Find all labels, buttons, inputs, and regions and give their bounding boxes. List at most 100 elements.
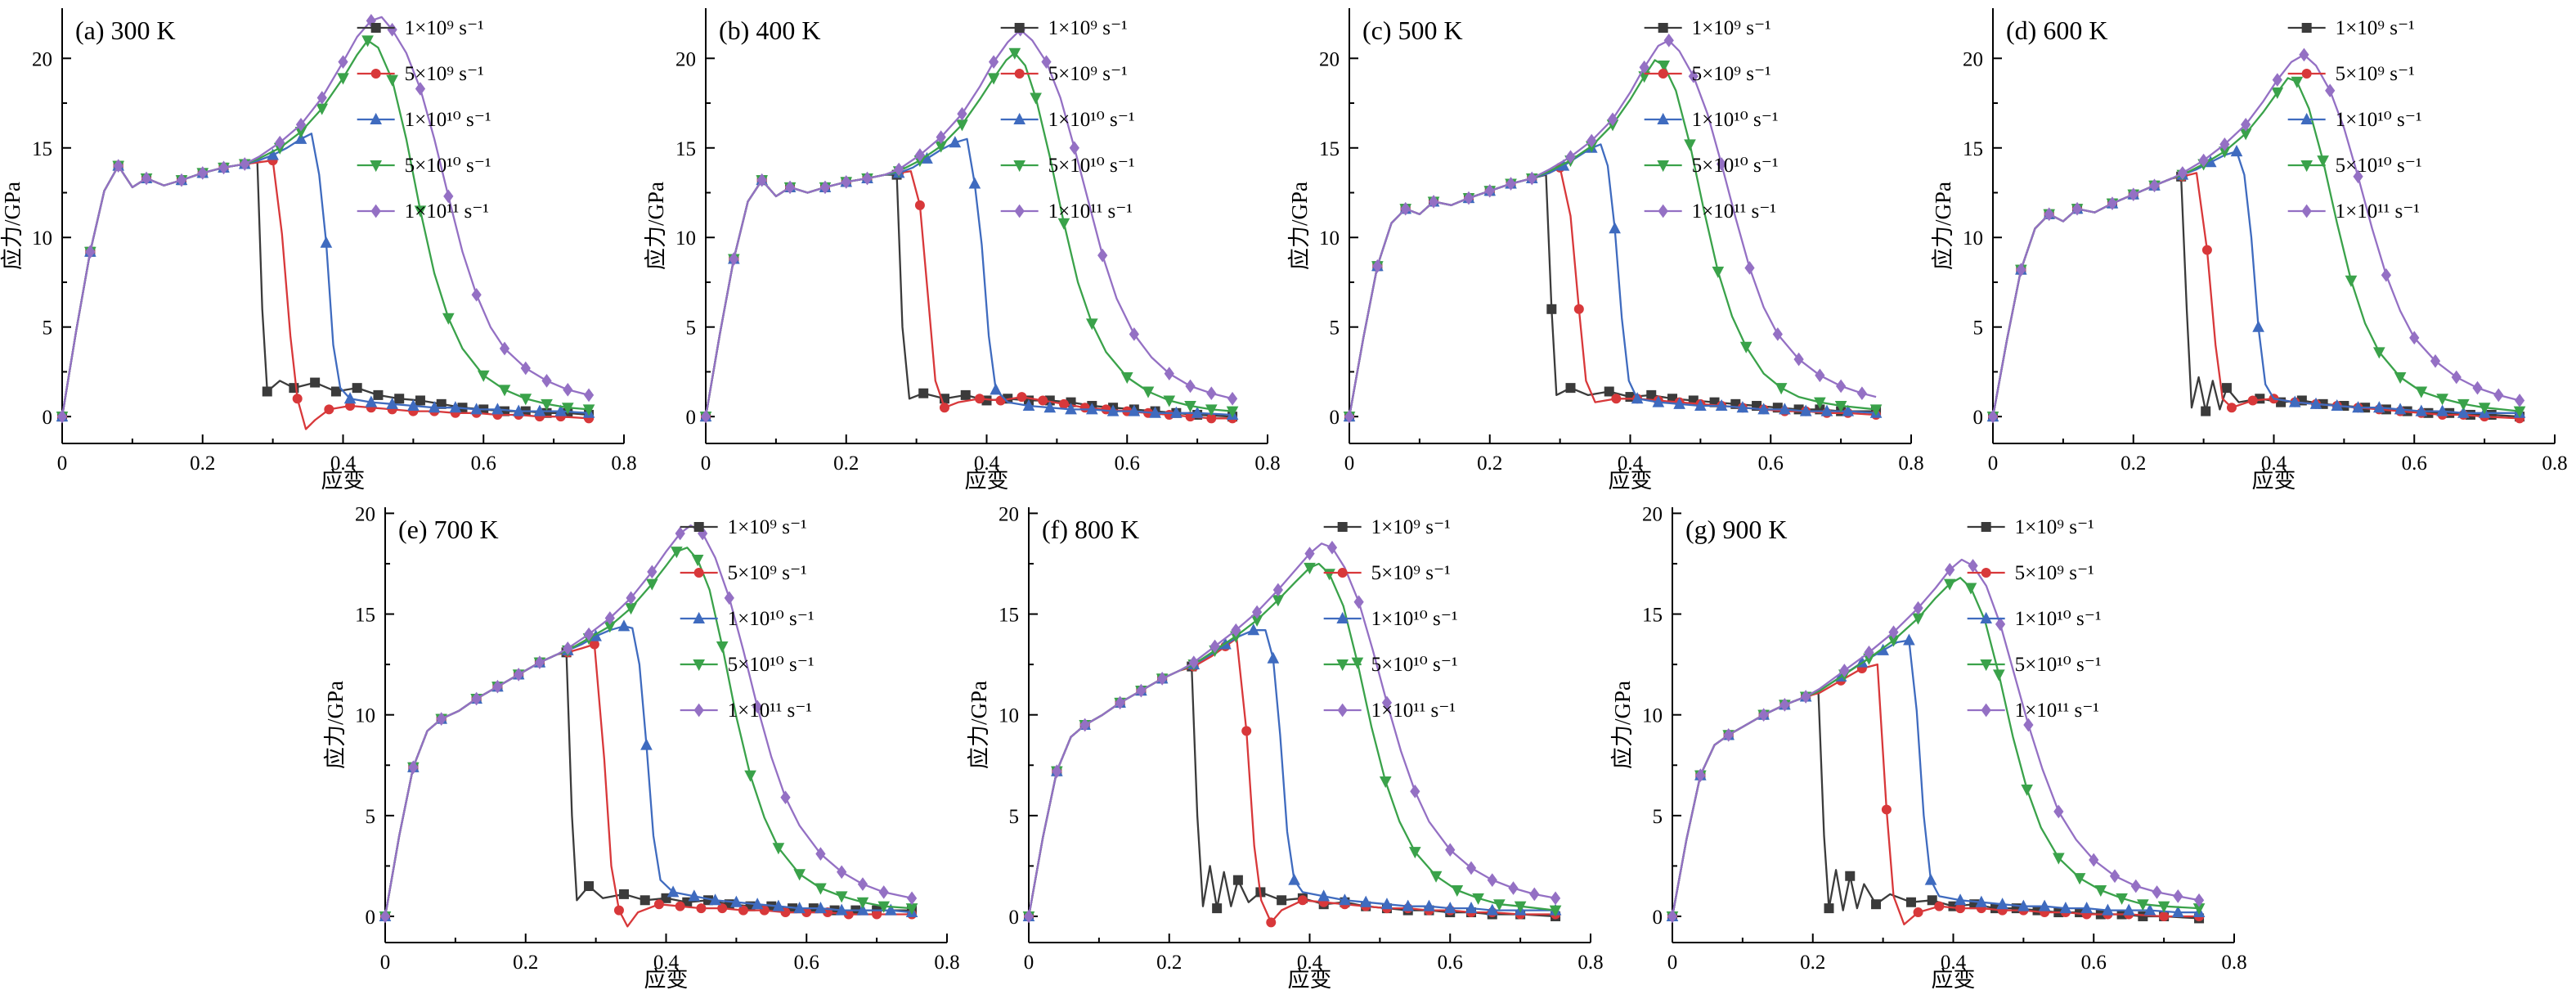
diamond-marker-icon [1863,645,1874,659]
svg-text:0: 0 [1667,952,1677,974]
svg-text:10: 10 [675,227,696,250]
triangle-up-marker-icon [512,404,525,416]
triangle-up-marker-icon [343,392,357,404]
triangle-up-marker-icon [2300,112,2313,124]
series-line-3 [1991,150,2520,417]
series-markers-2 [1667,664,2204,921]
legend: 1×10⁹ s⁻¹ 5×10⁹ s⁻¹ 1×10¹⁰ s⁻¹ 5×10¹⁰ s⁻¹ 1×… [680,516,814,722]
diamond-marker-icon [1528,887,1539,902]
series-line-3 [61,133,590,417]
diamond-marker-icon [1079,718,1090,732]
circle-marker-icon [2201,245,2212,255]
legend-label: 5×10⁹ s⁻¹ [2014,562,2094,584]
triangle-up-marker-icon [1485,903,1498,916]
triangle-down-marker-icon [716,641,729,654]
diamond-marker-icon [906,891,917,906]
triangle-down-marker-icon [370,160,382,173]
triangle-down-marker-icon [498,385,511,397]
diamond-marker-icon [1484,183,1495,198]
diamond-marker-icon [2493,388,2504,403]
svg-text:0: 0 [57,452,68,475]
legend-item-3: 1×10¹⁰ s⁻¹ [1967,608,2101,630]
diamond-marker-icon [1115,695,1125,710]
triangle-down-marker-icon [1429,871,1442,883]
diamond-marker-icon [1023,909,1034,924]
triangle-up-marker-icon [554,404,568,416]
series-markers-3 [56,132,595,422]
circle-marker-icon [1933,901,1944,911]
circle-marker-icon [1297,895,1308,906]
diamond-marker-icon [563,382,573,397]
circle-marker-icon [914,200,925,210]
diamond-marker-icon [724,591,734,605]
diamond-marker-icon [240,157,250,171]
diamond-marker-icon [1887,625,1899,640]
legend-item-2: 5×10⁹ s⁻¹ [1644,63,1771,85]
triangle-up-marker-icon [692,611,705,623]
square-marker-icon [1658,23,1668,33]
svg-text:0.6: 0.6 [2080,952,2106,974]
diamond-marker-icon [415,82,426,96]
series-markers-4 [1986,76,2526,424]
svg-text:0.8: 0.8 [2221,952,2246,974]
circle-marker-icon [1265,917,1276,928]
svg-text:15: 15 [999,605,1019,627]
circle-marker-icon [292,394,303,404]
y-axis-label: 应力/GPa [1610,681,1635,769]
square-marker-icon [2137,911,2147,921]
diamond-marker-icon [1227,391,1238,406]
chart-panel-900K: 0 0.2 0.4 0.6 0.8 0 5 10 15 20 应变 应力/GPa (g) 900 K 1×… [1610,499,2254,998]
square-marker-icon [1276,895,1286,906]
circle-marker-icon [939,403,949,413]
square-marker-icon [352,383,362,394]
series-markers-5 [1667,559,2204,924]
legend-item-2: 5×10⁹ s⁻¹ [1967,562,2094,584]
triangle-up-marker-icon [666,885,679,898]
svg-text:0.2: 0.2 [1800,952,1825,974]
triangle-up-marker-icon [688,889,700,902]
diamond-marker-icon [471,691,482,706]
diamond-marker-icon [1688,69,1699,83]
diamond-marker-icon [1381,695,1392,710]
triangle-down-marker-icon [1120,371,1133,385]
y-axis-label: 应力/GPa [1287,182,1312,270]
svg-text:0.2: 0.2 [1477,452,1502,475]
legend-item-3: 1×10¹⁰ s⁻¹ [2287,109,2421,131]
triangle-up-marker-icon [1170,406,1183,418]
circle-marker-icon [695,903,706,914]
triangle-down-marker-icon [2052,853,2065,865]
triangle-up-marker-icon [751,898,763,910]
triangle-up-marker-icon [1979,611,1992,623]
triangle-down-marker-icon [2317,155,2329,168]
chart-panel-800K: 0 0.2 0.4 0.6 0.8 0 5 10 15 20 应变 应力/GPa (f) 800 K 1×… [967,499,1610,998]
circle-marker-icon [974,394,985,404]
legend-label: 5×10¹⁰ s⁻¹ [405,155,491,177]
svg-text:0.2: 0.2 [190,452,215,475]
y-axis-label: 应力/GPa [644,182,668,270]
panel-title: (c) 500 K [1362,16,1463,45]
svg-text:0.4: 0.4 [1296,952,1322,974]
diamond-marker-icon [2193,893,2204,907]
triangle-up-marker-icon [1736,401,1749,413]
diamond-marker-icon [700,409,711,424]
triangle-up-marker-icon [470,403,482,415]
diamond-marker-icon [841,175,851,189]
triangle-up-marker-icon [1657,112,1669,124]
diamond-marker-icon [2016,263,2026,277]
triangle-down-marker-icon [814,883,827,895]
svg-text:15: 15 [1963,138,1983,160]
tick-marks [705,57,1268,443]
triangle-up-marker-icon [708,893,721,906]
circle-marker-icon [1658,69,1668,79]
square-marker-icon [1337,522,1348,532]
diamond-marker-icon [499,341,510,356]
triangle-up-marker-icon [1022,398,1035,412]
diamond-marker-icon [752,700,762,714]
triangle-up-marker-icon [1975,895,1987,907]
circle-marker-icon [1881,804,1892,815]
triangle-up-marker-icon [1924,873,1936,885]
diamond-marker-icon [1230,623,1241,637]
series-markers-3 [1666,633,2205,921]
triangle-up-marker-icon [1106,404,1120,416]
triangle-down-marker-icon [2300,160,2313,173]
